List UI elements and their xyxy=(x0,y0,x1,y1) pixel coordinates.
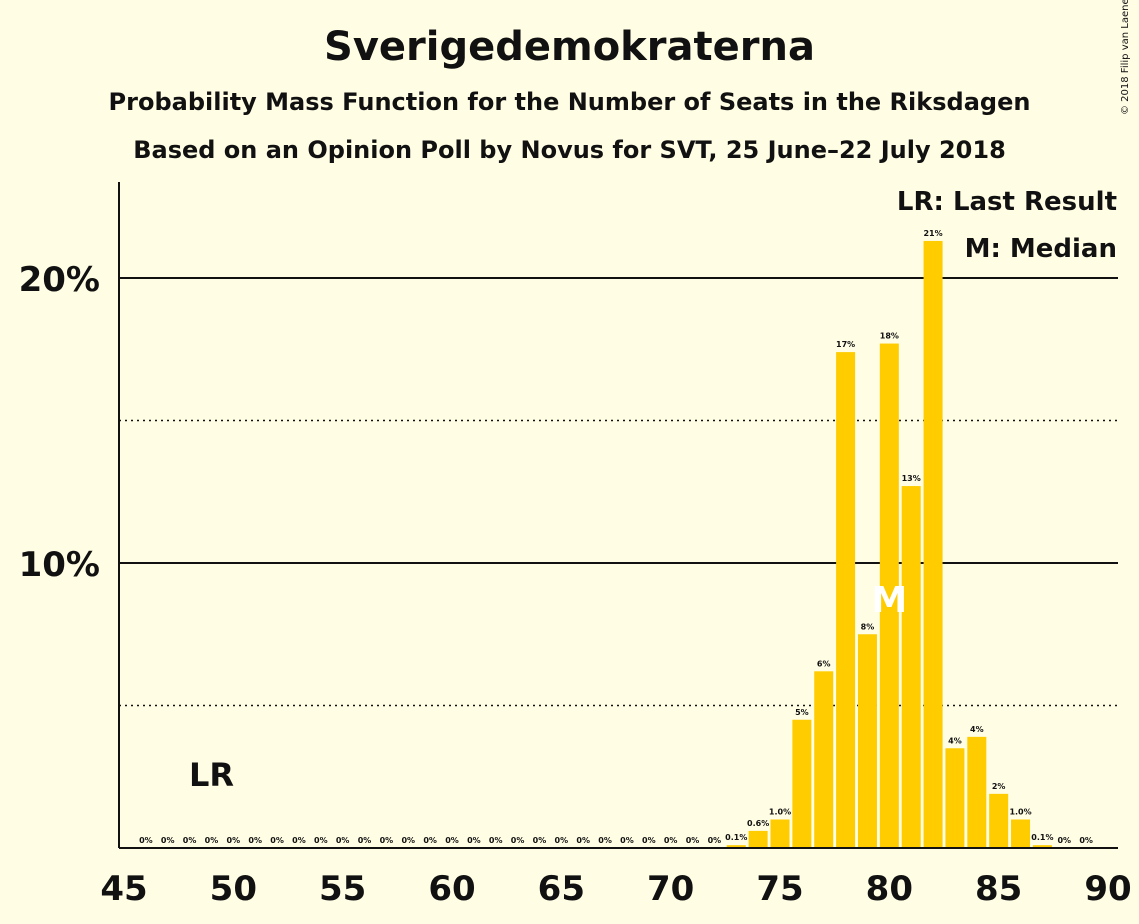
bar-value-label: 0% xyxy=(489,836,503,845)
bar-value-label: 0% xyxy=(664,836,678,845)
x-tick-label: 75 xyxy=(756,869,803,909)
x-tick-label: 65 xyxy=(538,869,585,909)
bar-value-label: 0% xyxy=(336,836,350,845)
bar xyxy=(792,719,812,848)
bar-value-label: 0% xyxy=(358,836,372,845)
bar-value-label: 0% xyxy=(423,836,437,845)
bar xyxy=(967,736,987,848)
bar-value-label: 0% xyxy=(620,836,634,845)
bar-value-label: 0% xyxy=(227,836,241,845)
chart-subtitle: Probability Mass Function for the Number… xyxy=(108,88,1031,116)
bar-value-label: 0% xyxy=(642,836,656,845)
x-tick-label: 60 xyxy=(428,869,475,909)
bar-value-label: 0.1% xyxy=(1031,833,1053,842)
legend-last-result: LR: Last Result xyxy=(897,187,1117,217)
bar-value-label: 0% xyxy=(183,836,197,845)
bar-value-label: 0% xyxy=(445,836,459,845)
y-tick-label: 20% xyxy=(19,260,100,300)
bar-value-label: 0% xyxy=(205,836,219,845)
x-tick-label: 55 xyxy=(319,869,366,909)
y-tick-label: 10% xyxy=(19,545,100,585)
chart-title: Sverigedemokraterna xyxy=(324,24,815,70)
bar-value-label: 0% xyxy=(1079,836,1093,845)
bar-value-label: 18% xyxy=(880,332,899,341)
bar-value-label: 4% xyxy=(970,725,984,734)
bar-value-label: 13% xyxy=(902,474,921,483)
bar-value-label: 0% xyxy=(708,836,722,845)
bar-value-label: 0% xyxy=(248,836,262,845)
bar xyxy=(857,634,877,848)
bar-value-label: 0% xyxy=(292,836,306,845)
bar xyxy=(923,240,943,848)
bar xyxy=(901,486,921,848)
median-marker: M xyxy=(871,580,907,621)
bar-value-label: 0% xyxy=(139,836,153,845)
bar-value-label: 17% xyxy=(836,340,855,349)
last-result-marker: LR xyxy=(189,756,234,794)
x-tick-label: 45 xyxy=(100,869,147,909)
legend-median: M: Median xyxy=(965,234,1117,264)
bar-value-label: 0.1% xyxy=(725,833,747,842)
bar xyxy=(726,845,746,848)
bar-value-label: 0% xyxy=(576,836,590,845)
bar-value-label: 0% xyxy=(161,836,175,845)
bar-value-label: 0% xyxy=(598,836,612,845)
bar-value-label: 0% xyxy=(511,836,525,845)
bar xyxy=(814,671,834,848)
bar-value-label: 8% xyxy=(861,622,875,631)
bar-value-label: 0% xyxy=(401,836,415,845)
bar xyxy=(879,343,899,848)
bar-value-label: 0% xyxy=(533,836,547,845)
bar xyxy=(770,819,790,848)
bar-value-label: 0% xyxy=(686,836,700,845)
bar-value-label: 5% xyxy=(795,708,809,717)
x-tick-label: 80 xyxy=(866,869,913,909)
bar-value-label: 1.0% xyxy=(769,808,791,817)
x-tick-label: 85 xyxy=(975,869,1022,909)
bar xyxy=(836,352,856,848)
x-tick-label: 90 xyxy=(1084,869,1131,909)
bar-value-label: 0% xyxy=(380,836,394,845)
bar-value-label: 6% xyxy=(817,659,831,668)
bar-value-label: 4% xyxy=(948,736,962,745)
bar-value-label: 0% xyxy=(1057,836,1071,845)
bar xyxy=(1032,845,1052,848)
bar xyxy=(945,748,965,848)
bar-value-label: 0.6% xyxy=(747,819,769,828)
bar-value-label: 21% xyxy=(923,229,942,238)
bar-value-label: 1.0% xyxy=(1009,808,1031,817)
bar-value-label: 0% xyxy=(555,836,569,845)
bar xyxy=(1011,819,1031,848)
x-tick-label: 50 xyxy=(210,869,257,909)
x-tick-label: 70 xyxy=(647,869,694,909)
chart-source: Based on an Opinion Poll by Novus for SV… xyxy=(133,136,1006,164)
bar-value-label: 0% xyxy=(270,836,284,845)
bar-value-label: 0% xyxy=(467,836,481,845)
bar-value-label: 2% xyxy=(992,782,1006,791)
bar-value-label: 0% xyxy=(314,836,328,845)
bar xyxy=(989,793,1009,848)
bar xyxy=(748,830,768,848)
